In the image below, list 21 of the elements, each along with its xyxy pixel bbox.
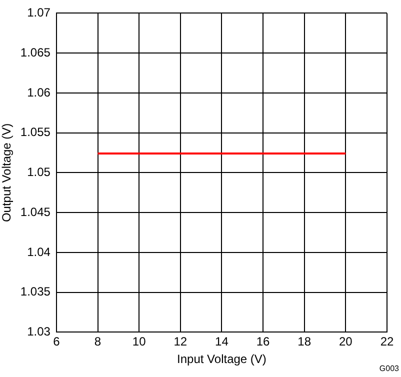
x-tick-label: 10 xyxy=(132,334,146,349)
x-tick-label: 20 xyxy=(339,334,353,349)
y-tick-label: 1.07 xyxy=(27,6,51,20)
x-axis-title: Input Voltage (V) xyxy=(177,352,266,366)
y-tick-label: 1.055 xyxy=(20,125,51,140)
y-axis-title: Output Voltage (V) xyxy=(0,123,14,222)
y-tick-label: 1.04 xyxy=(27,244,51,259)
x-tick-label: 6 xyxy=(53,334,60,349)
y-tick-label: 1.05 xyxy=(27,165,51,180)
x-tick-label: 14 xyxy=(215,334,229,349)
y-tick-label: 1.035 xyxy=(20,284,51,299)
y-tick-label: 1.06 xyxy=(27,85,51,100)
y-tick-label: 1.065 xyxy=(20,45,51,60)
y-tick-label: 1.03 xyxy=(27,324,51,339)
y-tick-label: 1.045 xyxy=(20,204,51,219)
x-tick-label: 8 xyxy=(94,334,102,349)
x-tick-label: 18 xyxy=(298,334,312,349)
x-tick-label: 16 xyxy=(256,334,270,349)
x-tick-label: 22 xyxy=(380,334,394,349)
text: G003 xyxy=(379,364,400,374)
x-tick-label: 12 xyxy=(174,334,188,349)
